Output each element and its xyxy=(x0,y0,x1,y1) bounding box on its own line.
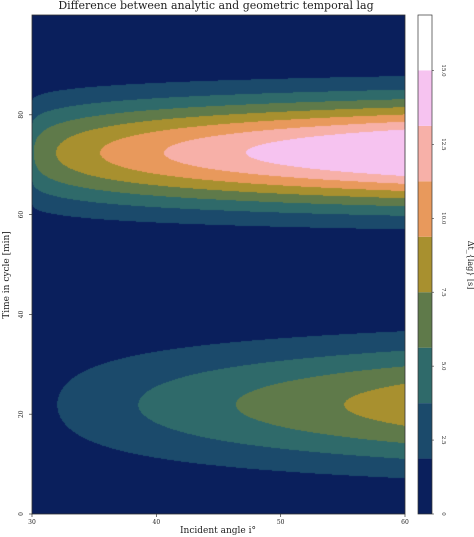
colorbar-tick-label: 12.5 xyxy=(440,138,446,151)
y-tick-label: 60 xyxy=(18,211,25,219)
x-tick-label: 30 xyxy=(28,519,36,526)
colorbar-frame xyxy=(417,14,433,515)
colorbar-tick-label: 10.0 xyxy=(440,212,446,225)
plot-area xyxy=(31,14,406,515)
colorbar-band xyxy=(418,236,432,293)
colorbar-band xyxy=(418,347,432,404)
colorbar-tick-label: 7.5 xyxy=(440,288,446,297)
colorbar-band xyxy=(418,458,432,514)
y-tick-label: 80 xyxy=(18,111,25,119)
y-tick-label: 0 xyxy=(18,512,25,516)
y-tick-label: 40 xyxy=(18,310,25,318)
colorbar-band xyxy=(418,403,432,459)
colorbar-tick-label: 5.0 xyxy=(440,362,446,371)
y-axis: 0 20 40 60 80 xyxy=(18,111,32,516)
colorbar-tick-label: 0 xyxy=(440,512,446,516)
colorbar-band xyxy=(418,292,432,348)
x-tick-label: 60 xyxy=(401,519,409,526)
colorbar-tick-label: 15.0 xyxy=(440,64,446,77)
y-tick-label: 20 xyxy=(18,410,25,418)
plot-frame xyxy=(31,14,406,515)
y-axis-label: Time in cycle [min] xyxy=(2,231,12,319)
x-axis-label: Incident angle i° xyxy=(180,526,256,536)
colorbar-band xyxy=(418,181,432,237)
x-tick-label: 50 xyxy=(277,519,285,526)
x-axis: 30 40 50 60 xyxy=(28,514,409,526)
colorbar-tick-label: 2.5 xyxy=(440,436,446,445)
contour-fill xyxy=(32,15,405,514)
colorbar-label: Δt_{lag} [s] xyxy=(466,241,474,290)
chart-title: Difference between analytic and geometri… xyxy=(58,0,373,12)
x-tick-label: 40 xyxy=(153,519,161,526)
colorbar-band xyxy=(418,70,432,126)
colorbar-band xyxy=(418,125,432,182)
colorbar: 0 2.5 5.0 7.5 10.0 12.5 15.0 xyxy=(417,14,446,516)
